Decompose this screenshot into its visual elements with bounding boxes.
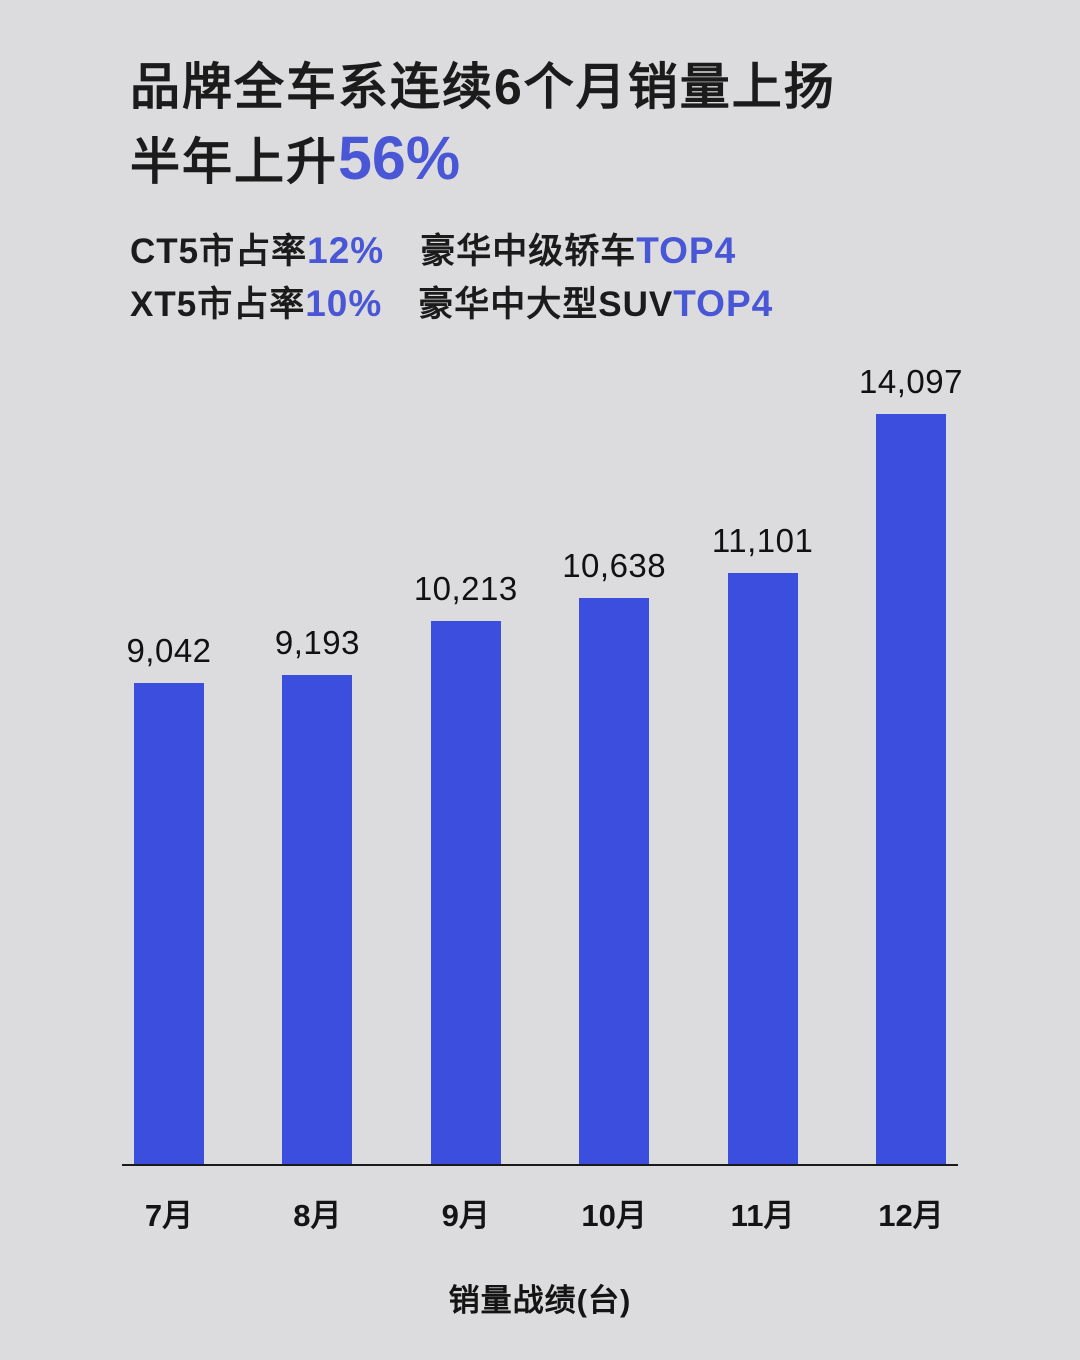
- segment-rank: TOP4: [636, 230, 737, 271]
- model-share-value: 12%: [307, 230, 385, 271]
- title-highlight-percent: 56%: [338, 124, 461, 192]
- x-tick-label: 11月: [730, 1197, 795, 1233]
- bar-group-9月: 10,213: [414, 570, 517, 1164]
- header: 品牌全车系连续6个月销量上扬 半年上升56% CT5市占率12% 豪华中级轿车TO…: [0, 0, 1080, 331]
- x-tick-slot: 10月: [579, 1190, 649, 1235]
- bar-group-7月: 9,042: [126, 632, 211, 1164]
- bar-group-11月: 11,101: [712, 522, 813, 1164]
- page-title: 品牌全车系连续6个月销量上扬 半年上升56%: [130, 50, 1080, 200]
- title-line1: 品牌全车系连续6个月销量上扬: [130, 59, 836, 115]
- x-tick-label: 8月: [293, 1197, 342, 1233]
- bar-value-label: 10,213: [413, 569, 518, 607]
- x-tick-slot: 7月: [134, 1190, 204, 1235]
- x-tick-label: 12月: [878, 1197, 944, 1233]
- segment-rank: TOP4: [673, 283, 774, 325]
- bar-value-label: 11,101: [711, 521, 814, 559]
- bar-value-label: 10,638: [562, 546, 667, 584]
- x-tick-slot: 11月: [728, 1190, 798, 1235]
- plot-area: 9,042 9,193 10,213 10,638 11,101 14,097: [122, 361, 962, 1166]
- bar-value-label: 9,042: [126, 631, 212, 669]
- title-line2-text: 半年上升: [130, 134, 338, 190]
- subtitle-row: CT5市占率12% 豪华中级轿车TOP4: [130, 224, 1080, 277]
- x-tick-label: 10月: [581, 1197, 647, 1233]
- bar: [579, 597, 650, 1164]
- bar: [727, 572, 798, 1164]
- bar: [875, 413, 946, 1164]
- bar-group-8月: 9,193: [275, 624, 359, 1164]
- x-tick-slot: 8月: [282, 1190, 352, 1235]
- model-share-label: XT5市占率: [130, 285, 306, 325]
- x-axis-title: 销量战绩(台): [448, 1282, 632, 1318]
- sales-bar-chart: 9,042 9,193 10,213 10,638 11,101 14,097 7月 8月 9…: [122, 361, 962, 1320]
- bar-value-label: 9,193: [274, 623, 360, 661]
- subtitle-list: CT5市占率12% 豪华中级轿车TOP4 XT5市占率10% 豪华中大型SUVTOP4: [130, 224, 1080, 331]
- segment-label: 豪华中大型SUV: [418, 285, 674, 325]
- bar: [282, 674, 353, 1164]
- bar: [430, 620, 501, 1164]
- x-tick-slot: 12月: [876, 1190, 946, 1235]
- x-axis-labels: 7月 8月 9月 10月 11月 12月: [122, 1190, 958, 1235]
- segment-label: 豪华中级轿车: [420, 232, 637, 271]
- x-tick-label: 7月: [144, 1197, 194, 1233]
- x-tick-slot: 9月: [431, 1190, 501, 1235]
- bar-value-label: 14,097: [858, 362, 963, 400]
- bar-group-12月: 14,097: [859, 363, 962, 1164]
- model-share-value: 10%: [305, 283, 383, 325]
- bar-group-10月: 10,638: [562, 547, 666, 1164]
- model-share-label: CT5市占率: [130, 232, 308, 271]
- title-line2: 半年上升56%: [130, 128, 460, 191]
- bar: [134, 682, 204, 1164]
- x-tick-label: 9月: [441, 1197, 490, 1233]
- subtitle-row: XT5市占率10% 豪华中大型SUVTOP4: [130, 277, 1080, 330]
